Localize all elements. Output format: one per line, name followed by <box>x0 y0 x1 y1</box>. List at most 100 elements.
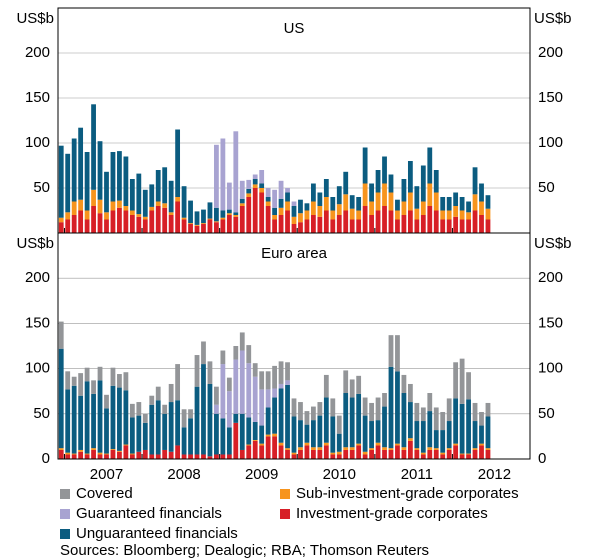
bar-segment <box>323 442 329 446</box>
bar-segment <box>304 424 310 443</box>
bar-segment <box>472 448 478 450</box>
y-tick-label: 100 <box>25 360 50 377</box>
bar-segment <box>226 391 232 428</box>
bar-segment <box>188 418 193 455</box>
bar-segment <box>188 200 193 224</box>
bar-segment <box>65 454 71 459</box>
bar-segment <box>123 444 129 446</box>
bar-segment <box>407 383 413 403</box>
bar-segment <box>207 218 213 220</box>
bar-segment <box>446 219 452 233</box>
bar-segment <box>459 197 465 211</box>
bar-segment <box>395 219 400 233</box>
bar-segment <box>427 411 433 448</box>
bar-segment <box>142 413 148 423</box>
bar-segment <box>401 179 407 202</box>
y-tick-label: 50 <box>33 405 50 422</box>
bar-segment <box>265 197 271 202</box>
legend-swatch <box>280 509 290 519</box>
bar-segment <box>304 219 310 233</box>
bar-segment <box>265 201 271 206</box>
bar-segment <box>395 443 400 446</box>
bar-segment <box>220 138 226 211</box>
bar-segment <box>123 156 129 206</box>
bar-segment <box>252 174 258 179</box>
bar-segment <box>440 430 446 453</box>
bar-segment <box>272 215 278 220</box>
bar-segment <box>117 387 122 451</box>
bar-segment <box>285 449 290 459</box>
bar-segment <box>440 452 446 455</box>
bar-segment <box>194 211 200 225</box>
bar-segment <box>110 449 116 450</box>
bar-segment <box>407 402 413 439</box>
bar-segment <box>420 452 426 455</box>
bar-segment <box>252 179 258 185</box>
bar-segment <box>298 199 303 214</box>
bar-segment <box>226 182 232 210</box>
bar-segment <box>226 213 232 215</box>
bar-segment <box>58 449 64 459</box>
y2-tick-label: 50 <box>538 179 555 196</box>
bar-segment <box>123 390 129 445</box>
legend-swatch <box>60 489 70 499</box>
bar-segment <box>58 448 64 450</box>
bar-segment <box>97 199 103 214</box>
bar-segment <box>278 442 284 446</box>
bar-segment <box>142 189 148 217</box>
bar-segment <box>117 151 122 201</box>
bar-segment <box>336 215 342 233</box>
bar-segment <box>453 192 459 206</box>
bar-segment <box>201 223 206 224</box>
bar-segment <box>323 397 329 443</box>
bar-segment <box>272 207 278 215</box>
bar-segment <box>414 448 420 450</box>
bar-segment <box>214 386 219 405</box>
bar-segment <box>459 358 465 404</box>
bar-segment <box>420 454 426 459</box>
bar-segment <box>291 224 297 233</box>
bar-segment <box>142 449 148 459</box>
bar-segment <box>278 388 284 443</box>
bar-segment <box>459 453 465 455</box>
bar-segment <box>123 445 129 459</box>
bar-segment <box>239 206 245 233</box>
bar-segment <box>181 186 187 218</box>
bar-segment <box>104 408 109 454</box>
bar-segment <box>259 192 265 233</box>
bar-segment <box>323 197 329 211</box>
bar-segment <box>239 350 245 414</box>
bar-segment <box>323 210 329 233</box>
y2-tick-label: 150 <box>538 314 563 331</box>
bar-segment <box>181 427 187 455</box>
bar-segment <box>401 374 407 394</box>
bar-segment <box>317 192 323 206</box>
bar-segment <box>175 400 181 446</box>
bar-segment <box>272 365 278 389</box>
bar-segment <box>298 213 303 223</box>
bar-segment <box>323 374 329 398</box>
bar-segment <box>414 402 420 422</box>
bar-segment <box>472 210 478 233</box>
bar-segment <box>433 192 439 211</box>
bar-segment <box>453 445 459 459</box>
bar-segment <box>278 180 284 199</box>
bar-segment <box>285 188 290 193</box>
bar-segment <box>407 161 413 193</box>
bar-segment <box>71 454 77 459</box>
bar-segment <box>207 219 213 233</box>
bar-segment <box>343 171 349 195</box>
bar-segment <box>388 210 394 233</box>
bar-segment <box>349 379 355 398</box>
bar-segment <box>91 448 96 450</box>
bar-segment <box>188 454 193 459</box>
bar-segment <box>427 206 433 233</box>
bar-segment <box>485 449 491 459</box>
bar-segment <box>343 393 349 448</box>
bar-segment <box>414 421 420 449</box>
bar-segment <box>91 393 96 449</box>
bar-segment <box>259 170 265 184</box>
bar-segment <box>446 421 452 449</box>
bar-segment <box>440 210 446 220</box>
bar-segment <box>472 194 478 211</box>
